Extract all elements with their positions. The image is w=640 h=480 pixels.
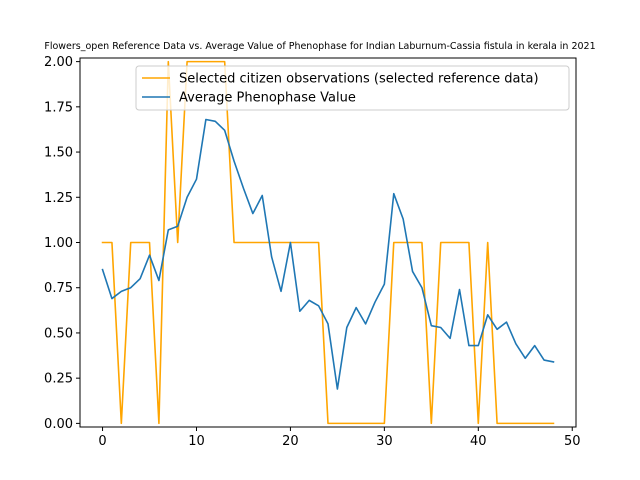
y-tick-label: 2.00 bbox=[44, 55, 73, 70]
y-tick-label: 0.50 bbox=[44, 326, 73, 341]
x-tick-label: 30 bbox=[376, 434, 393, 449]
y-tick-label: 1.75 bbox=[44, 100, 73, 115]
legend: Selected citizen observations (selected … bbox=[135, 65, 570, 111]
y-tick-label: 0.75 bbox=[44, 281, 73, 296]
series-layer bbox=[101, 60, 555, 425]
y-tick-label: 1.00 bbox=[44, 236, 73, 251]
axes-layer: 0 10 20 30 40 50 0.00 0.25 0.50 0.75 1.00 1.25 1.50 1… bbox=[44, 55, 580, 449]
y-tick-label: 0.00 bbox=[44, 417, 73, 432]
y-tick-label: 1.50 bbox=[44, 146, 73, 161]
legend-label-1: Average Phenophase Value bbox=[179, 91, 356, 106]
x-tick-label: 20 bbox=[282, 434, 299, 449]
y-tick-label: 1.25 bbox=[44, 191, 73, 206]
series-line-1 bbox=[101, 118, 555, 390]
x-tick-label: 0 bbox=[98, 434, 106, 449]
x-tick-label: 40 bbox=[470, 434, 487, 449]
legend-box bbox=[135, 65, 570, 111]
y-tick-label: 0.25 bbox=[44, 372, 73, 387]
x-tick-label: 10 bbox=[188, 434, 205, 449]
chart-title: Flowers_open Reference Data vs. Average … bbox=[44, 41, 595, 52]
legend-label-0: Selected citizen observations (selected … bbox=[179, 72, 539, 87]
series-line-0 bbox=[101, 60, 555, 425]
x-tick-label: 50 bbox=[564, 434, 581, 449]
